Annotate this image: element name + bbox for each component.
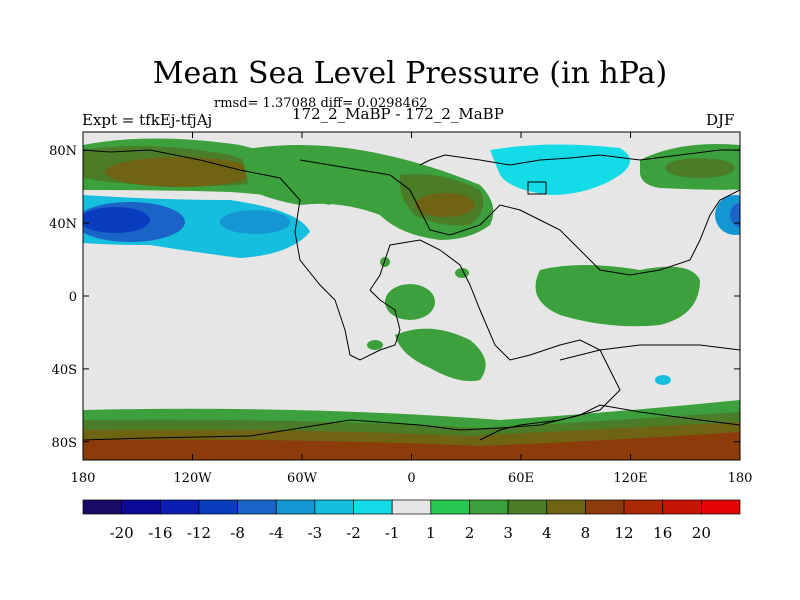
colorbar-label: 4 — [542, 524, 552, 542]
s-indian-neg-3 — [655, 375, 671, 385]
small-pos-2c — [380, 257, 390, 267]
colorbar-swatch — [469, 499, 509, 515]
ne-asia-pos-3 — [665, 158, 735, 178]
coastlines — [83, 149, 740, 441]
southern-band-8 — [83, 432, 740, 460]
colorbar: -20 -16 -12 -8 -4 -3 -2 -1 1 2 3 4 8 12 16 20 — [82, 499, 741, 542]
lon-tick-label: 60W — [287, 471, 318, 486]
colorbar-label: 1 — [426, 524, 436, 542]
coastline-americas-africa — [83, 149, 621, 441]
colorbar-swatch — [391, 499, 432, 515]
atlantic-pos-2 — [385, 284, 435, 320]
colorbar-label: -1 — [385, 524, 400, 542]
plot-title: Mean Sea Level Pressure (in hPa) — [152, 56, 668, 91]
colorbar-label: 3 — [503, 524, 513, 542]
lat-tick-label: 0 — [69, 290, 77, 305]
e-pacific-neg-4 — [220, 210, 290, 234]
colorbar-swatch — [353, 499, 393, 515]
lon-tick-label: 180 — [728, 471, 753, 486]
colorbar-label: -12 — [187, 524, 211, 542]
colorbar-swatch — [623, 499, 664, 515]
lat-tick-label: 40S — [52, 363, 77, 378]
colorbar-label: -4 — [269, 524, 284, 542]
colorbar-label: 12 — [615, 524, 634, 542]
colorbar-swatch — [662, 499, 702, 515]
lon-tick-label: 0 — [407, 471, 415, 486]
pressure-field — [83, 132, 740, 460]
lon-tick-label: 120W — [173, 471, 212, 486]
colorbar-swatch — [585, 499, 625, 515]
colorbar-swatch — [507, 499, 548, 515]
colorbar-label: -3 — [308, 524, 323, 542]
far-east-neg-8 — [730, 203, 740, 227]
europe-pos-4 — [415, 193, 475, 217]
indian-ocean-pos-2 — [535, 265, 700, 327]
colorbar-label: 20 — [692, 524, 711, 542]
colorbar-label: -16 — [148, 524, 172, 542]
colorbar-label: 8 — [581, 524, 591, 542]
s-pacific-neg-1 — [83, 324, 345, 395]
colorbar-swatch — [275, 499, 316, 515]
far-east-neg-4 — [715, 195, 740, 235]
coastline-australia — [559, 344, 740, 361]
ne-asia-neg-2 — [490, 144, 630, 195]
coastline-arctic — [419, 149, 740, 166]
experiment-label: Expt = tfkEj-tfjAj — [82, 111, 213, 129]
season-label: DJF — [706, 111, 735, 129]
colorbar-swatch — [198, 499, 238, 515]
colorbar-label: -20 — [110, 524, 134, 542]
colorbar-swatch — [82, 499, 122, 515]
s-atlantic-pos-2 — [395, 328, 486, 382]
lat-tick-label: 80S — [52, 436, 77, 451]
colorbar-swatch — [546, 499, 586, 515]
lat-tick-label: 40N — [49, 217, 77, 232]
lon-tick-label: 60E — [508, 471, 534, 486]
coastline-eurasia — [299, 159, 740, 276]
lon-tick-label: 180 — [71, 471, 96, 486]
colorbar-swatch — [121, 499, 161, 515]
colorbar-swatch — [701, 499, 741, 515]
colorbar-label: 16 — [653, 524, 672, 542]
n-pacific-neg-12 — [83, 207, 150, 233]
stats-label: rmsd= 1.37088 diff= 0.0298462 — [214, 96, 428, 111]
comparison-label: 172_2_MaBP - 172_2_MaBP — [292, 105, 504, 123]
colorbar-swatch — [159, 499, 200, 515]
colorbar-label: -8 — [230, 524, 245, 542]
colorbar-swatch — [314, 499, 354, 515]
colorbar-label: -2 — [346, 524, 361, 542]
lake — [527, 181, 547, 195]
colorbar-label: 2 — [465, 524, 475, 542]
n-pacific-pos-4 — [105, 157, 255, 187]
colorbar-swatch — [430, 499, 470, 515]
lat-tick-label: 80N — [49, 144, 77, 159]
lon-tick-label: 120E — [613, 471, 647, 486]
axes: 80N 40N 0 40S 80S 180 120W 60W 0 60E 120E 180 — [49, 132, 752, 486]
small-pos-2 — [367, 340, 383, 350]
colorbar-swatch — [237, 499, 277, 515]
coastline-antarctica — [83, 404, 740, 441]
